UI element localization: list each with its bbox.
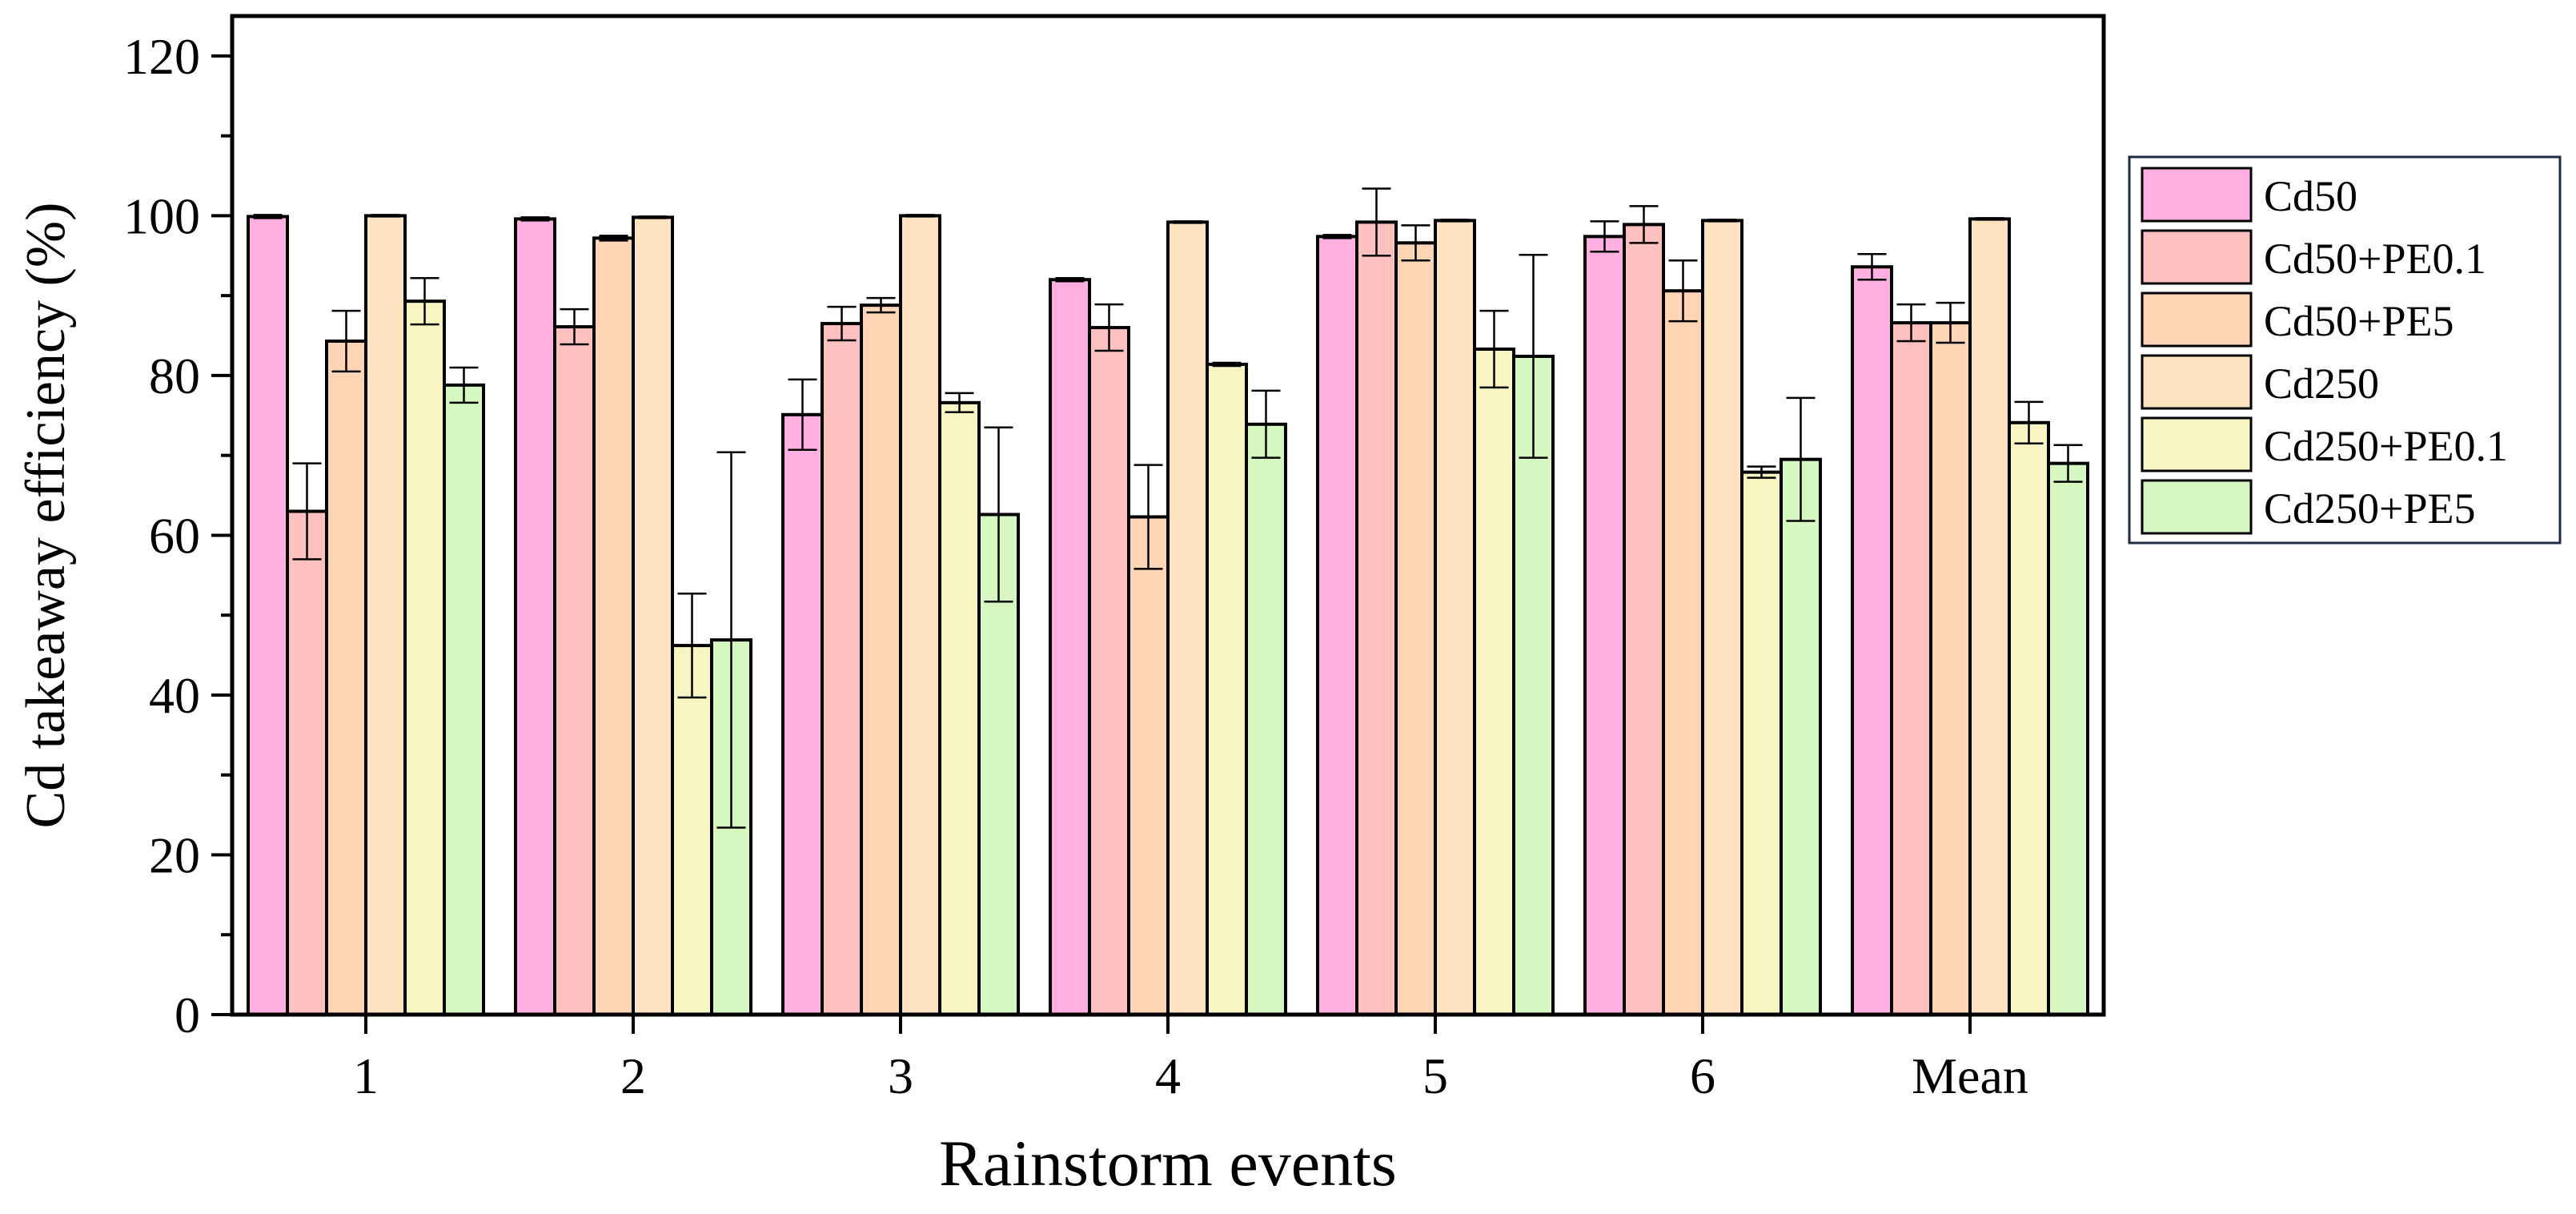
bar: [1207, 364, 1246, 1015]
bar: [555, 327, 594, 1015]
error-bar: [371, 215, 400, 216]
bar: [822, 324, 861, 1015]
bar: [366, 215, 405, 1015]
x-tick-label: 5: [1422, 1047, 1448, 1104]
bar: [1168, 222, 1207, 1015]
bar: [1318, 236, 1357, 1015]
bar: [1246, 424, 1286, 1015]
bar: [1931, 323, 1970, 1015]
bar: [1475, 349, 1514, 1015]
bar: [1585, 236, 1624, 1015]
y-tick-label: 0: [175, 987, 200, 1043]
bar: [861, 305, 901, 1015]
y-tick-label: 100: [123, 187, 200, 244]
bar: [444, 385, 484, 1015]
bar: [1357, 222, 1396, 1015]
bar: [327, 341, 366, 1015]
x-axis: 1 2 3 4 5 6 Mean: [353, 1015, 2028, 1104]
bar: [901, 215, 940, 1015]
legend-label: Cd50+PE5: [2264, 297, 2454, 345]
bar: [1742, 472, 1781, 1015]
bar: [940, 403, 979, 1015]
bar: [1435, 220, 1475, 1015]
legend-label: Cd250+PE0.1: [2264, 422, 2508, 470]
error-bar: [1976, 218, 2004, 219]
bar: [287, 512, 327, 1015]
legend-swatch: [2142, 418, 2251, 471]
legend-label: Cd50: [2264, 172, 2357, 220]
x-tick-label: 3: [888, 1047, 913, 1104]
bar: [516, 219, 555, 1015]
legend-label: Cd250+PE5: [2264, 484, 2476, 533]
legend-swatch: [2142, 168, 2251, 221]
bar: [1970, 219, 2009, 1015]
legend-swatch: [2142, 356, 2251, 408]
bar: [783, 415, 822, 1015]
legend-label: Cd50+PE0.1: [2264, 235, 2486, 283]
error-bar: [906, 215, 935, 216]
bar: [633, 217, 672, 1015]
x-tick-label: 6: [1690, 1047, 1715, 1104]
error-bar: [1441, 219, 1470, 221]
error-bar: [1174, 221, 1202, 223]
bar: [594, 238, 633, 1015]
y-axis: 0 20 40 60 80 100 120: [123, 28, 232, 1043]
y-tick-label: 40: [149, 667, 200, 724]
error-bar: [1708, 219, 1737, 221]
bar: [1852, 267, 1892, 1015]
x-tick-label: 1: [353, 1047, 379, 1104]
bar: [1396, 243, 1435, 1015]
bar: [2009, 423, 2048, 1015]
bar: [1663, 291, 1703, 1015]
x-axis-label: Rainstorm events: [939, 1127, 1397, 1200]
bar: [1129, 517, 1168, 1015]
error-bar: [639, 216, 668, 218]
x-tick-label: 2: [620, 1047, 646, 1104]
bar: [1781, 460, 1820, 1015]
bar: [405, 301, 444, 1015]
y-tick-label: 20: [149, 826, 200, 883]
bars: [248, 215, 2088, 1015]
bar: [248, 216, 287, 1015]
bar: [672, 645, 712, 1015]
y-tick-label: 80: [149, 348, 200, 404]
legend: Cd50 Cd50+PE0.1 Cd50+PE5 Cd250 Cd250+PE0.1 Cd…: [2129, 157, 2560, 543]
bar: [1892, 323, 1931, 1015]
y-axis-label: Cd takeaway efficiency (%): [15, 203, 77, 829]
bar: [1050, 279, 1089, 1015]
legend-swatch: [2142, 231, 2251, 283]
bar-chart: 0 20 40 60 80 100 120 1 2 3 4 5 6 Mean Cd takeaway e…: [0, 0, 2576, 1214]
legend-swatch: [2142, 293, 2251, 346]
y-tick-label: 60: [149, 507, 200, 564]
bar: [1624, 224, 1663, 1015]
legend-label: Cd250: [2264, 360, 2379, 408]
x-tick-label: Mean: [1912, 1047, 2028, 1104]
y-tick-label: 120: [123, 28, 200, 85]
bar: [1703, 220, 1742, 1015]
legend-swatch: [2142, 480, 2251, 533]
bar: [1089, 328, 1129, 1015]
bar: [2048, 464, 2088, 1015]
x-tick-label: 4: [1155, 1047, 1181, 1104]
